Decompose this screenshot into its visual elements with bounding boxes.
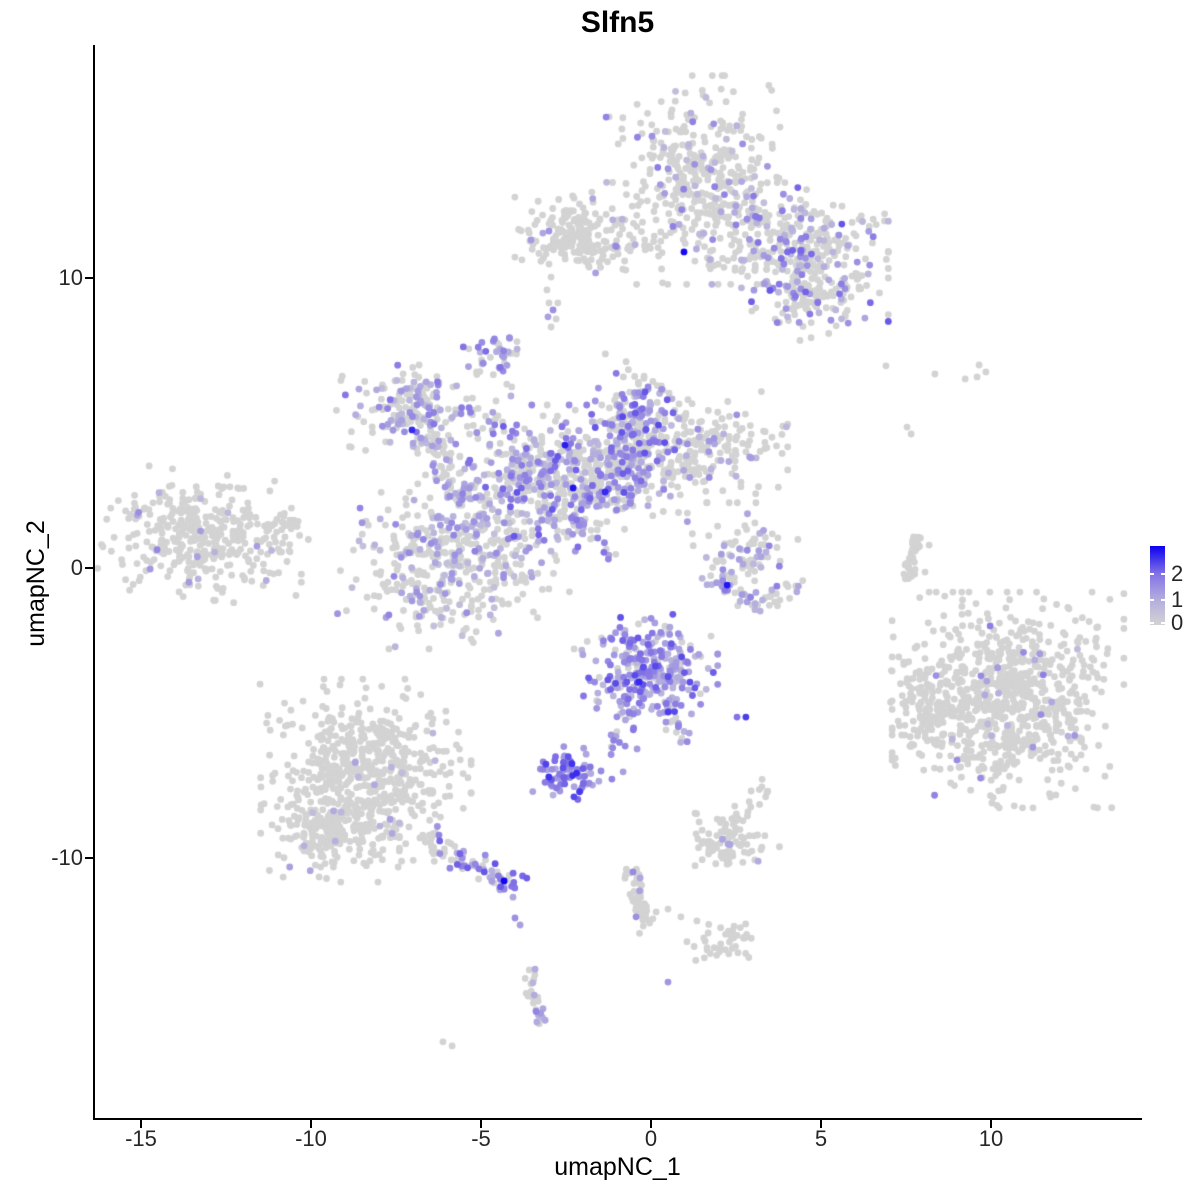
y-tick-mark xyxy=(85,276,93,279)
x-axis-line xyxy=(93,1118,1142,1120)
y-axis-title: umapNC_2 xyxy=(22,520,50,647)
legend-tick-mark xyxy=(1161,598,1165,601)
legend-label: 1 xyxy=(1171,586,1184,612)
x-tick-mark xyxy=(990,1120,992,1128)
x-tick-mark xyxy=(650,1120,652,1128)
legend-tick-mark xyxy=(1161,573,1165,576)
y-tick-label: -10 xyxy=(51,844,83,870)
y-tick-mark xyxy=(85,566,93,569)
legend-tick-mark xyxy=(1150,573,1154,576)
y-axis-line xyxy=(93,45,95,1120)
y-tick-label: 10 xyxy=(58,264,83,290)
x-tick-label: 10 xyxy=(978,1126,1004,1151)
x-tick-mark xyxy=(480,1120,482,1128)
legend-label: 0 xyxy=(1171,609,1184,635)
legend-tick-mark xyxy=(1150,621,1154,624)
legend-tick-mark xyxy=(1150,598,1154,601)
x-tick-mark xyxy=(310,1120,312,1128)
x-tick-label: -5 xyxy=(471,1126,491,1151)
plot-title: Slfn5 xyxy=(580,6,655,39)
x-axis-title: umapNC_1 xyxy=(554,1153,681,1181)
legend-tick-mark xyxy=(1161,621,1165,624)
x-tick-label: -15 xyxy=(125,1126,157,1151)
legend-label: 2 xyxy=(1171,561,1184,587)
legend-gradient-bar xyxy=(1150,546,1165,625)
x-tick-mark xyxy=(140,1120,142,1128)
x-tick-label: -10 xyxy=(295,1126,327,1151)
x-tick-label: 0 xyxy=(644,1126,658,1151)
x-tick-label: 5 xyxy=(814,1126,828,1151)
x-tick-mark xyxy=(820,1120,822,1128)
y-tick-label: 0 xyxy=(70,554,83,580)
y-tick-mark xyxy=(85,856,93,859)
